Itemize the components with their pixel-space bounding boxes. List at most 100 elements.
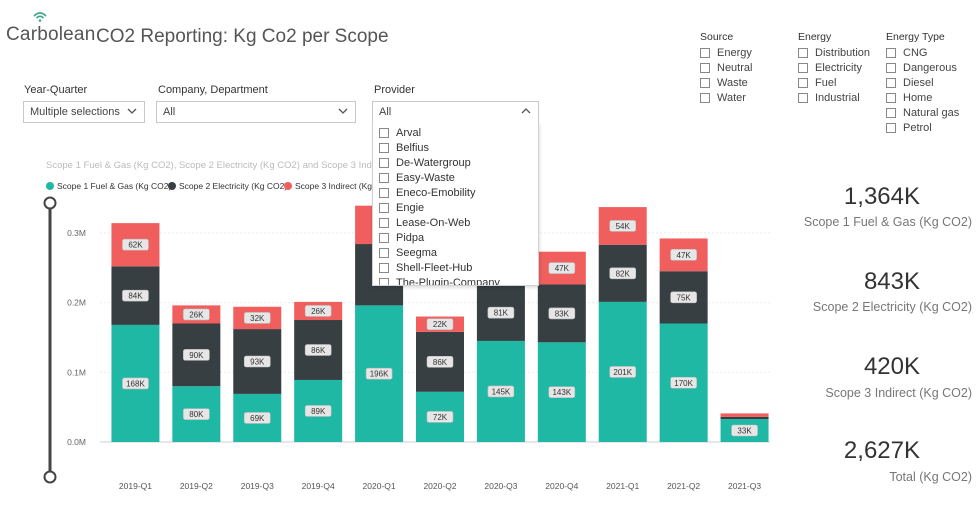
energy-slicer-option[interactable]: Distribution [798,45,870,60]
slicer-option-label: Waste [717,76,748,89]
time-slider-end-handle[interactable] [43,470,57,484]
legend-dot [46,182,54,190]
legend-dot [168,182,176,190]
provider-option[interactable]: Eneco-Emobility [379,185,475,200]
checkbox[interactable] [379,247,389,258]
source-slicer-option[interactable]: Water [700,90,746,105]
company-label: Company, Department [158,84,268,96]
year-quarter-value: Multiple selections [30,106,120,118]
slicer-option-label: Industrial [815,91,860,104]
energy-type-slicer-option[interactable]: Natural gas [886,105,959,120]
checkbox[interactable] [700,92,710,103]
checkbox[interactable] [379,187,389,198]
data-label-box [426,356,454,368]
provider-options-list[interactable]: Arval Belfius De-Watergroup Easy-Waste Eneco… [372,122,539,286]
checkbox[interactable] [798,47,808,58]
provider-dropdown[interactable]: All [372,101,539,123]
checkbox[interactable] [798,92,808,103]
wifi-icon [33,12,47,22]
legend-scope1[interactable]: Scope 1 Fuel & Gas (Kg CO2) [46,181,171,191]
energy-slicer-option[interactable]: Electricity [798,60,862,75]
y-tick-label: 0.2M [67,298,86,308]
checkbox[interactable] [700,77,710,88]
year-quarter-dropdown[interactable]: Multiple selections [23,101,145,123]
checkbox[interactable] [798,62,808,73]
provider-option[interactable]: De-Watergroup [379,155,471,170]
energy-slicer-option[interactable]: Industrial [798,90,860,105]
slicer-option-label: Petrol [903,121,932,134]
x-tick-label: 2019-Q2 [180,481,213,491]
checkbox[interactable] [886,77,896,88]
source-slicer-option[interactable]: Neutral [700,60,752,75]
checkbox[interactable] [379,157,389,168]
energy-type-slicer-option[interactable]: CNG [886,45,927,60]
energy-slicer-title: Energy [798,31,832,43]
data-label-box [609,267,637,280]
provider-option[interactable]: Belfius [379,140,429,155]
checkbox[interactable] [379,172,389,183]
data-label: 145K [492,387,511,396]
provider-option[interactable]: Easy-Waste [379,170,455,185]
provider-option[interactable]: Engie [379,200,424,215]
data-label-box [122,238,149,251]
provider-option[interactable]: The-Plugin-Company [379,275,500,285]
bar-segment [720,416,769,419]
provider-option-label: Shell-Fleet-Hub [396,261,473,274]
data-label: 54K [616,222,631,231]
slicer-option-label: Dangerous [903,61,957,74]
checkbox[interactable] [379,202,389,213]
checkbox[interactable] [886,47,896,58]
data-label: 168K [126,379,145,388]
data-label: 69K [250,414,265,423]
checkbox[interactable] [379,277,389,285]
carbolean-logo: Carbolean [6,12,95,50]
energy-type-slicer-option[interactable]: Dangerous [886,60,957,75]
provider-option[interactable]: Arval [379,125,421,140]
legend-scope3[interactable]: Scope 3 Indirect (Kg CO2) [284,181,395,191]
checkbox[interactable] [700,62,710,73]
kpi-scope1-label: Scope 1 Fuel & Gas (Kg CO2) [803,215,972,229]
provider-option[interactable]: Shell-Fleet-Hub [379,260,472,275]
checkbox[interactable] [379,232,389,243]
year-quarter-label: Year-Quarter [24,84,88,96]
provider-option-label: Belfius [396,141,430,154]
checkbox[interactable] [379,262,389,273]
provider-option-label: De-Watergroup [396,156,471,169]
company-dropdown[interactable]: All [156,101,356,123]
data-label-box [304,405,332,417]
x-tick-label: 2020-Q1 [363,481,396,491]
data-label-box [183,308,210,321]
energy-type-slicer-option[interactable]: Home [886,90,932,105]
checkbox[interactable] [886,62,896,73]
provider-option[interactable]: Lease-On-Web [379,215,470,230]
legend-scope2[interactable]: Scope 2 Electricity (Kg CO2) [168,181,287,191]
data-label-box [426,318,454,330]
checkbox[interactable] [379,142,389,153]
checkbox[interactable] [886,122,896,133]
checkbox[interactable] [886,92,896,103]
data-label-box [670,249,697,261]
x-tick-label: 2020-Q2 [423,481,456,491]
checkbox[interactable] [379,127,389,138]
checkbox[interactable] [798,77,808,88]
data-label: 22K [433,320,448,329]
data-label: 196K [370,370,389,379]
data-label-box [243,412,271,424]
energy-slicer-option[interactable]: Fuel [798,75,836,90]
energy-type-slicer-option[interactable]: Petrol [886,120,932,135]
time-slider-start-handle[interactable] [43,196,57,210]
checkbox[interactable] [379,217,389,228]
energy-type-slicer-title: Energy Type [886,31,945,43]
provider-option[interactable]: Seegma [379,245,437,260]
data-label: 26K [311,307,326,316]
checkbox[interactable] [700,47,710,58]
provider-option-label: Seegma [396,246,437,259]
energy-type-slicer-option[interactable]: Diesel [886,75,934,90]
slicer-option-label: Electricity [815,61,863,74]
source-slicer-option[interactable]: Waste [700,75,748,90]
provider-option[interactable]: Pidpa [379,230,424,245]
data-label: 89K [311,407,326,416]
checkbox[interactable] [886,107,896,118]
provider-option-label: Pidpa [396,231,425,244]
source-slicer-option[interactable]: Energy [700,45,752,60]
